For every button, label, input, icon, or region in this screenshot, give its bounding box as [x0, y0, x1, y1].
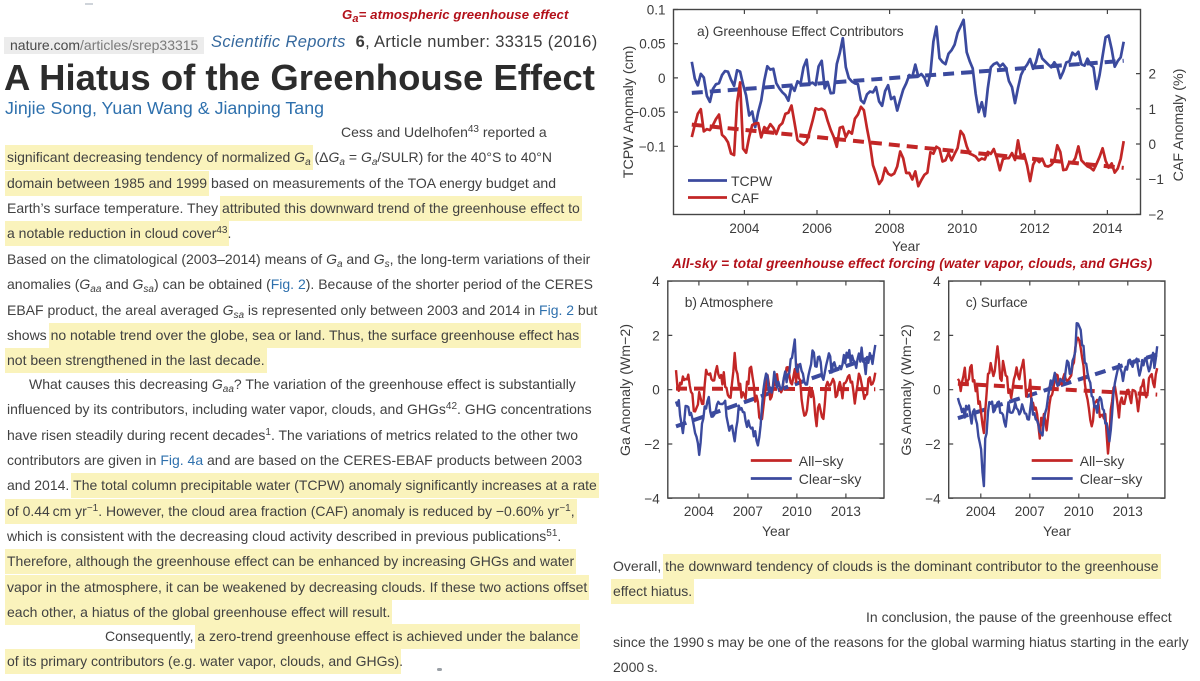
- svg-text:2007: 2007: [733, 504, 763, 519]
- svg-text:TCPW: TCPW: [731, 173, 773, 189]
- svg-text:2014: 2014: [1092, 221, 1123, 236]
- svg-text:2004: 2004: [966, 504, 997, 519]
- svg-text:0: 0: [1149, 137, 1157, 152]
- svg-text:2007: 2007: [1015, 504, 1045, 519]
- svg-text:0.05: 0.05: [639, 37, 665, 52]
- svg-text:−0.05: −0.05: [631, 105, 665, 120]
- svg-text:2004: 2004: [729, 221, 760, 236]
- svg-text:CAF: CAF: [731, 190, 759, 206]
- svg-text:−2: −2: [1149, 207, 1164, 222]
- svg-text:2013: 2013: [1113, 504, 1143, 519]
- svg-text:Year: Year: [892, 239, 920, 254]
- svg-text:4: 4: [933, 274, 941, 289]
- svg-text:2013: 2013: [831, 504, 861, 519]
- svg-text:−2: −2: [925, 437, 940, 452]
- svg-text:2: 2: [1149, 67, 1157, 82]
- svg-text:c) Surface: c) Surface: [966, 295, 1028, 310]
- svg-text:2010: 2010: [782, 504, 812, 519]
- svg-text:2: 2: [652, 328, 660, 343]
- svg-text:−1: −1: [1149, 172, 1164, 187]
- svg-text:Ga Anomaly (Wm−2): Ga Anomaly (Wm−2): [618, 324, 634, 456]
- svg-text:Year: Year: [1043, 524, 1071, 539]
- svg-text:TCPW Anomaly (cm): TCPW Anomaly (cm): [621, 46, 637, 178]
- svg-text:2010: 2010: [1064, 504, 1094, 519]
- svg-text:Clear−sky: Clear−sky: [1080, 471, 1143, 487]
- svg-text:2010: 2010: [947, 221, 977, 236]
- svg-text:a) Greenhouse Effect Contribut: a) Greenhouse Effect Contributors: [697, 24, 904, 39]
- svg-text:Clear−sky: Clear−sky: [799, 471, 862, 487]
- svg-text:2: 2: [933, 328, 941, 343]
- svg-text:2012: 2012: [1020, 221, 1050, 236]
- svg-text:2004: 2004: [684, 504, 715, 519]
- svg-text:All−sky: All−sky: [799, 453, 844, 469]
- svg-text:1: 1: [1149, 102, 1157, 117]
- svg-text:b) Atmosphere: b) Atmosphere: [685, 295, 774, 310]
- svg-text:2006: 2006: [802, 221, 832, 236]
- svg-text:4: 4: [652, 274, 660, 289]
- svg-text:All−sky: All−sky: [1080, 453, 1125, 469]
- svg-text:−2: −2: [644, 437, 659, 452]
- svg-text:0: 0: [658, 71, 666, 86]
- svg-text:0.1: 0.1: [647, 3, 666, 18]
- svg-text:Gs Anomaly (Wm−2): Gs Anomaly (Wm−2): [899, 324, 915, 455]
- svg-text:0: 0: [933, 383, 941, 398]
- svg-text:−0.1: −0.1: [639, 139, 666, 154]
- svg-text:−4: −4: [925, 491, 941, 506]
- svg-text:2008: 2008: [875, 221, 905, 236]
- svg-text:CAF Anomaly (%): CAF Anomaly (%): [1171, 69, 1187, 182]
- svg-text:−4: −4: [644, 491, 660, 506]
- svg-text:0: 0: [652, 383, 660, 398]
- svg-text:Year: Year: [762, 524, 790, 539]
